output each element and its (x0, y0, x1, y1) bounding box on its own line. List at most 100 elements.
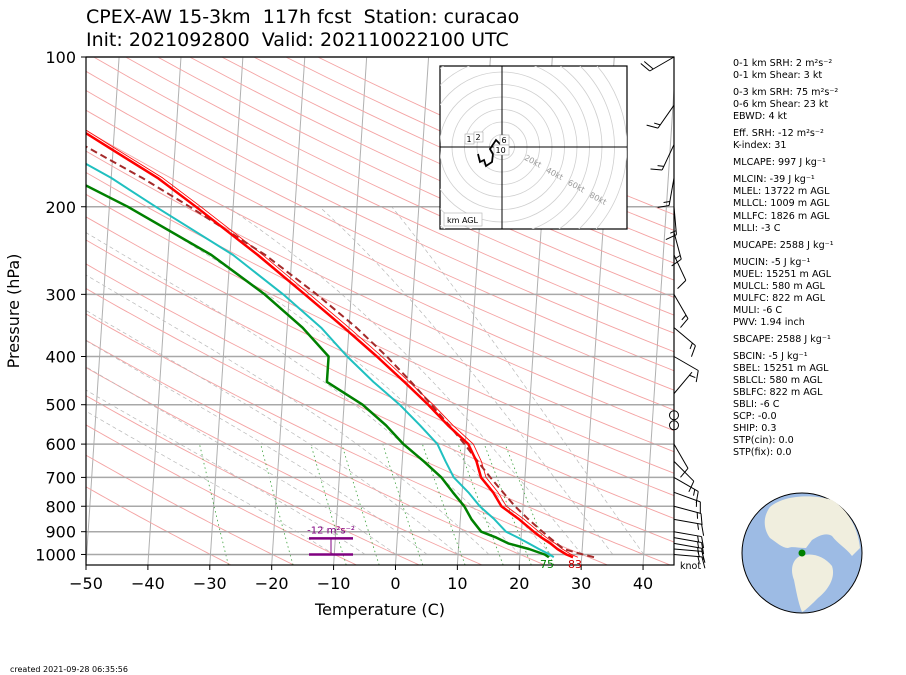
index-line: SCP: -0.0 (733, 411, 777, 423)
index-line: MLEL: 13722 m AGL (733, 186, 830, 198)
dry-adiabat (86, 109, 674, 391)
wind-barb-staff (668, 177, 675, 206)
wind-barb (673, 553, 706, 569)
wind-barb (673, 476, 699, 504)
surface-dewpoint-label: 75 (540, 558, 554, 571)
location-globe (741, 492, 863, 614)
dry-adiabat (189, 57, 674, 281)
wind-barb-flag (688, 480, 695, 493)
wind-barb (673, 531, 705, 549)
dry-adiabat (86, 193, 674, 474)
y-tick-label: 1000 (35, 545, 76, 564)
x-tick-label: 0 (390, 574, 400, 593)
index-line: SBLCL: 580 m AGL (733, 375, 823, 387)
dewpoint-trace (86, 184, 550, 559)
index-line: SBEL: 15251 m AGL (733, 363, 829, 375)
dry-adiabat (86, 129, 674, 411)
wind-barb-half-flag (674, 254, 681, 260)
wind-barb-half-flag (697, 535, 700, 543)
wind-barb (673, 356, 699, 383)
wind-barb-flag (701, 536, 705, 549)
wind-barb-flag (680, 318, 689, 328)
index-line: MLLI: -3 C (733, 222, 781, 234)
wind-barb (673, 371, 696, 394)
wind-barb (673, 505, 703, 526)
wind-barb-flag (700, 513, 703, 526)
y-tick-label: 800 (45, 497, 76, 516)
y-tick-label: 100 (45, 48, 76, 67)
index-line: 0-3 km SRH: 75 m²s⁻² (733, 87, 839, 99)
wind-barb (673, 443, 689, 478)
hodograph-height-label: 2 (473, 131, 484, 143)
virtual-temperature-trace (86, 129, 579, 558)
x-tick-label: −40 (131, 574, 165, 593)
hodograph-key-label: km AGL (447, 216, 479, 225)
wind-barb (646, 104, 675, 129)
wind-barb (673, 537, 705, 555)
wind-barb-staff (673, 553, 702, 558)
dry-adiabat (86, 339, 545, 565)
wind-barb-half-flag (697, 556, 700, 563)
wind-barb (673, 294, 689, 328)
index-line: SHIP: 0.3 (733, 423, 777, 435)
x-tick-label: −50 (69, 574, 103, 593)
wind-barb-half-flag (693, 489, 696, 496)
index-line: MLLCL: 1009 m AGL (733, 198, 830, 210)
y-tick-label: 400 (45, 348, 76, 367)
wind-barb-flag (695, 370, 699, 383)
dry-adiabat (86, 366, 483, 565)
hodograph-height-label: 1 (464, 133, 475, 145)
wind-barb-calm (669, 410, 679, 421)
x-tick-label: −30 (193, 574, 227, 593)
wind-barb-flag (640, 63, 651, 72)
wind-barb-staff (673, 505, 702, 514)
wind-barb-half-flag (689, 374, 696, 379)
wind-barb-staff (673, 443, 689, 469)
wind-barb-half-flag (697, 541, 700, 549)
wind-barb-half-flag (654, 122, 661, 126)
index-line: MLCIN: -39 J kg⁻¹ (733, 174, 815, 186)
plot-frame (85, 56, 675, 566)
index-line: SBLFC: 822 m AGL (733, 387, 823, 399)
temperature-trace (86, 131, 574, 559)
wind-barb-half-flag (697, 523, 700, 530)
wind-barb (671, 232, 682, 267)
dry-adiabat (125, 57, 674, 316)
wind-barb (665, 206, 677, 241)
wind-barb-staff (673, 537, 702, 543)
wind-barb-staff (673, 294, 689, 319)
created-timestamp: created 2021-09-28 06:35:56 (10, 665, 128, 674)
wind-barb-staff (673, 461, 695, 482)
dry-adiabat (86, 150, 674, 432)
wind-barb-staff (673, 518, 702, 525)
wind-barb-flag (701, 542, 705, 555)
dry-adiabat (93, 57, 674, 334)
index-line: MLLFC: 1826 m AGL (733, 210, 830, 222)
wind-barb-flag (701, 548, 705, 560)
wind-barb-staff (657, 104, 675, 129)
wetbulb-trace (86, 162, 555, 559)
mixing-ratio-line (310, 443, 347, 565)
dry-adiabat (86, 263, 674, 543)
hodograph-trace (477, 138, 503, 168)
hodograph-height-label: 6 (499, 134, 510, 146)
mixing-ratio-line (341, 443, 380, 565)
dry-adiabat (86, 454, 294, 565)
wind-barb-calm (669, 420, 679, 431)
isotherm (147, 57, 182, 565)
wind-barb-half-flag (657, 165, 664, 167)
hodograph-height-text: 6 (502, 136, 507, 145)
dry-adiabat (86, 216, 674, 497)
hodograph-height-text: 1 (467, 135, 472, 144)
x-tick-label: 20 (509, 574, 529, 593)
dry-adiabat (86, 395, 420, 565)
moist-adiabat (86, 389, 366, 555)
wind-barb (673, 518, 705, 536)
wind-barb-flag (695, 491, 699, 504)
wind-barb-staff (661, 144, 675, 171)
wind-barb-staff (673, 206, 677, 235)
wind-barb-flag (680, 468, 689, 478)
isotherm (86, 57, 120, 565)
moist-adiabat (128, 206, 552, 555)
